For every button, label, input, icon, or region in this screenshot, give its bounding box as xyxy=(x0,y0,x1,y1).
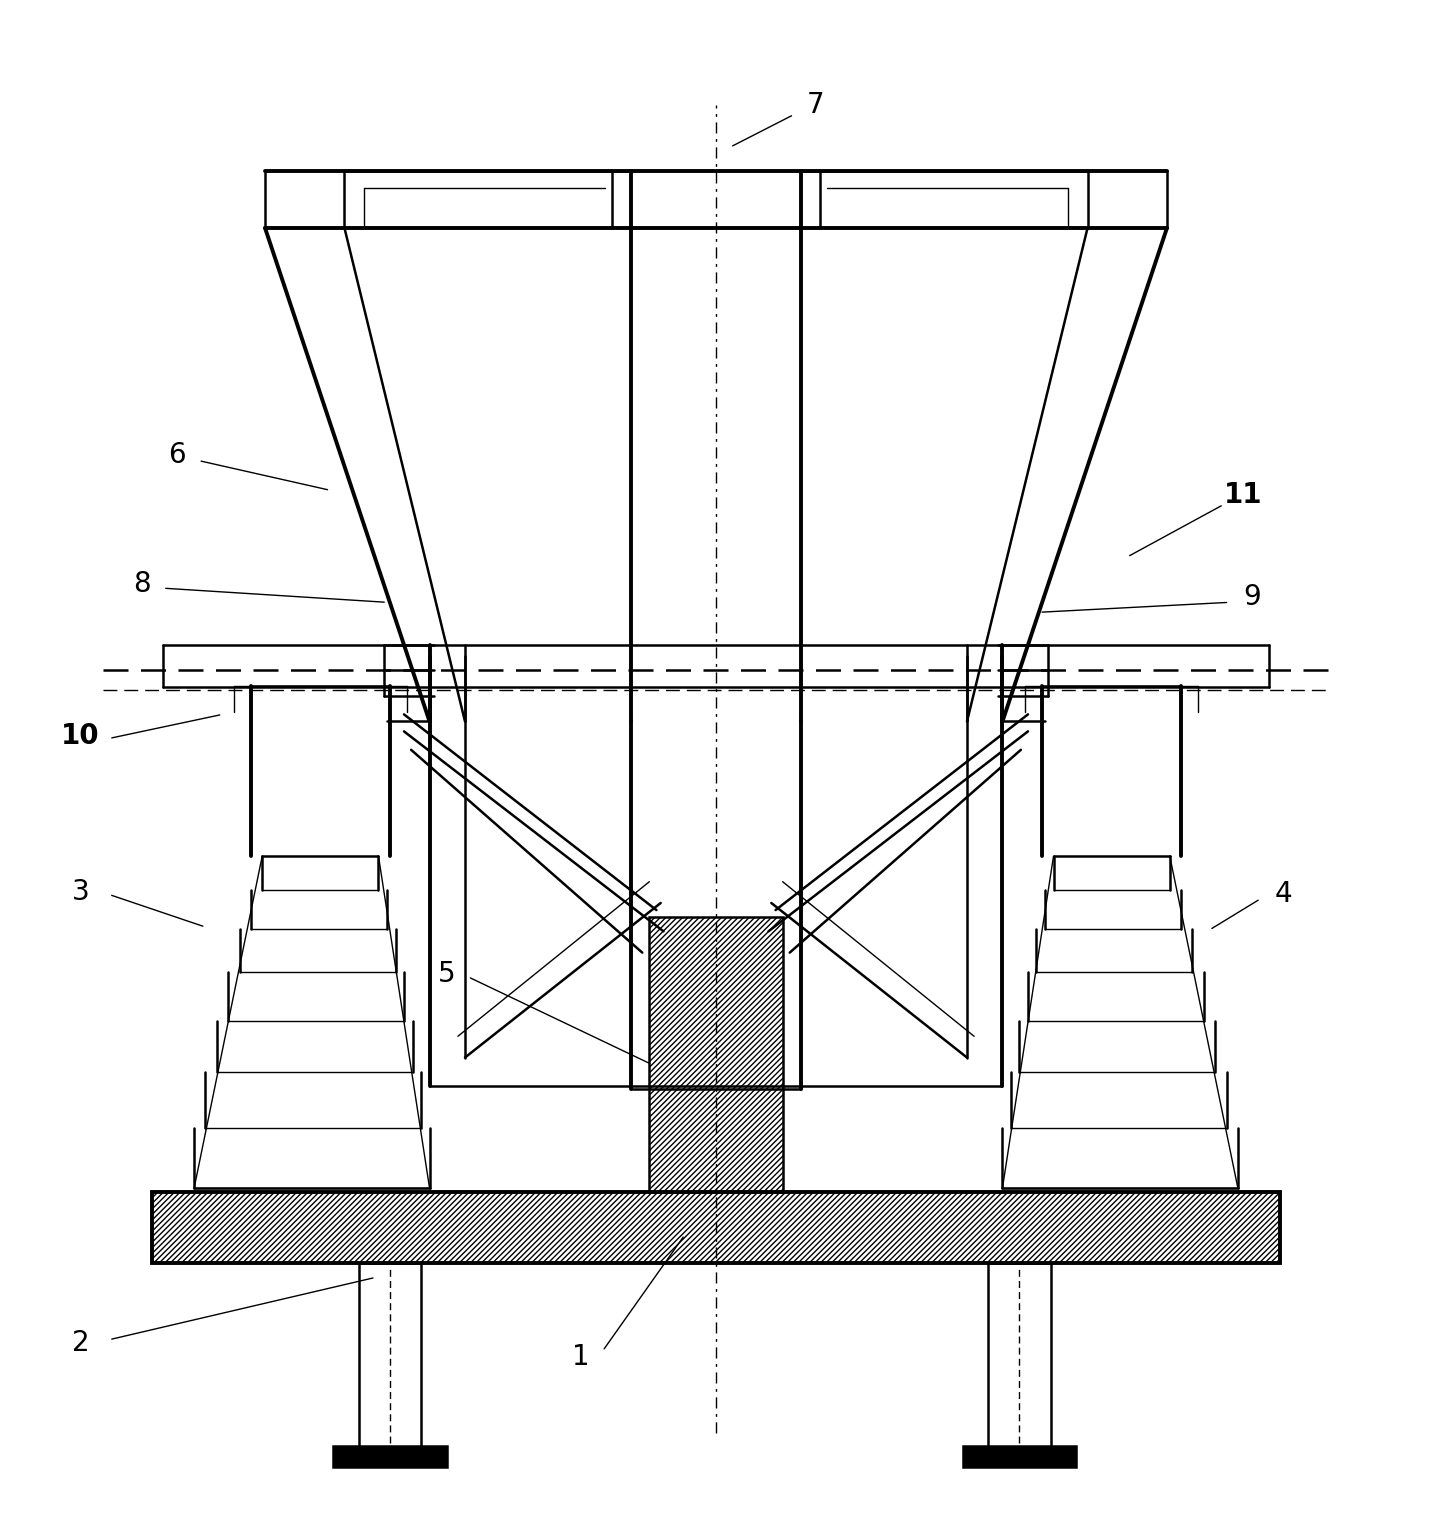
Text: 3: 3 xyxy=(72,877,90,906)
Text: 4: 4 xyxy=(1274,880,1292,909)
Bar xyxy=(649,917,783,1192)
Bar xyxy=(962,1445,1077,1467)
Bar xyxy=(334,1445,447,1467)
Text: 7: 7 xyxy=(806,90,823,119)
Bar xyxy=(988,1264,1051,1447)
Text: 9: 9 xyxy=(1243,582,1262,611)
Text: 2: 2 xyxy=(72,1328,89,1357)
Text: 8: 8 xyxy=(133,570,150,597)
Text: 5: 5 xyxy=(438,960,455,989)
Bar xyxy=(152,1192,1280,1264)
Bar xyxy=(358,1264,421,1447)
Bar xyxy=(152,1192,1280,1264)
Text: 11: 11 xyxy=(1224,481,1263,509)
Text: 1: 1 xyxy=(573,1343,590,1371)
Bar xyxy=(649,917,783,1192)
Text: 10: 10 xyxy=(62,721,100,750)
Text: 6: 6 xyxy=(169,442,186,469)
